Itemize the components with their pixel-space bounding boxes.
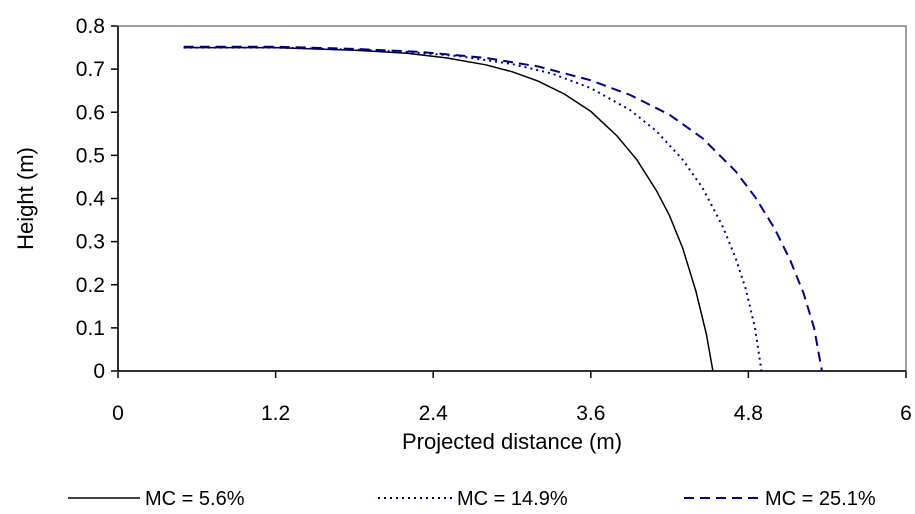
y-tick-label: 0.7 (76, 58, 105, 81)
plot-area-frame (117, 25, 907, 372)
x-tick-label: 0 (112, 402, 124, 425)
y-tick-label: 0.3 (76, 231, 105, 254)
y-tick-label: 0.2 (76, 274, 105, 297)
x-tick-label: 4.8 (734, 402, 763, 425)
x-axis-ticks: 0 1.2 2.4 3.6 4.8 6 (112, 371, 912, 425)
y-tick-label: 0.8 (76, 15, 105, 38)
legend: MC = 5.6% MC = 14.9% MC = 25.1% (68, 488, 876, 510)
y-tick-label: 0.4 (76, 188, 106, 211)
series-layer (183, 45, 823, 372)
legend-label-3: MC = 25.1% (765, 488, 876, 510)
series-line-3 (183, 45, 823, 372)
y-tick-label: 0.6 (76, 101, 105, 124)
y-tick-label: 0.1 (76, 317, 105, 340)
x-tick-label: 6 (900, 402, 912, 425)
x-tick-label: 3.6 (576, 402, 605, 425)
x-axis-title: Projected distance (m) (402, 429, 622, 454)
y-tick-label: 0 (93, 360, 105, 383)
legend-label-1: MC = 5.6% (145, 488, 245, 510)
legend-label-2: MC = 14.9% (457, 488, 568, 510)
series-line-1 (183, 46, 714, 372)
y-axis-title: Height (m) (13, 147, 38, 250)
x-tick-label: 1.2 (261, 402, 290, 425)
y-axis-ticks: 0 0.1 0.2 0.3 0.4 0.5 0.6 0.7 0.8 (76, 15, 118, 383)
y-tick-label: 0.5 (76, 144, 105, 167)
series-line-2 (183, 46, 763, 372)
x-tick-label: 2.4 (419, 402, 449, 425)
